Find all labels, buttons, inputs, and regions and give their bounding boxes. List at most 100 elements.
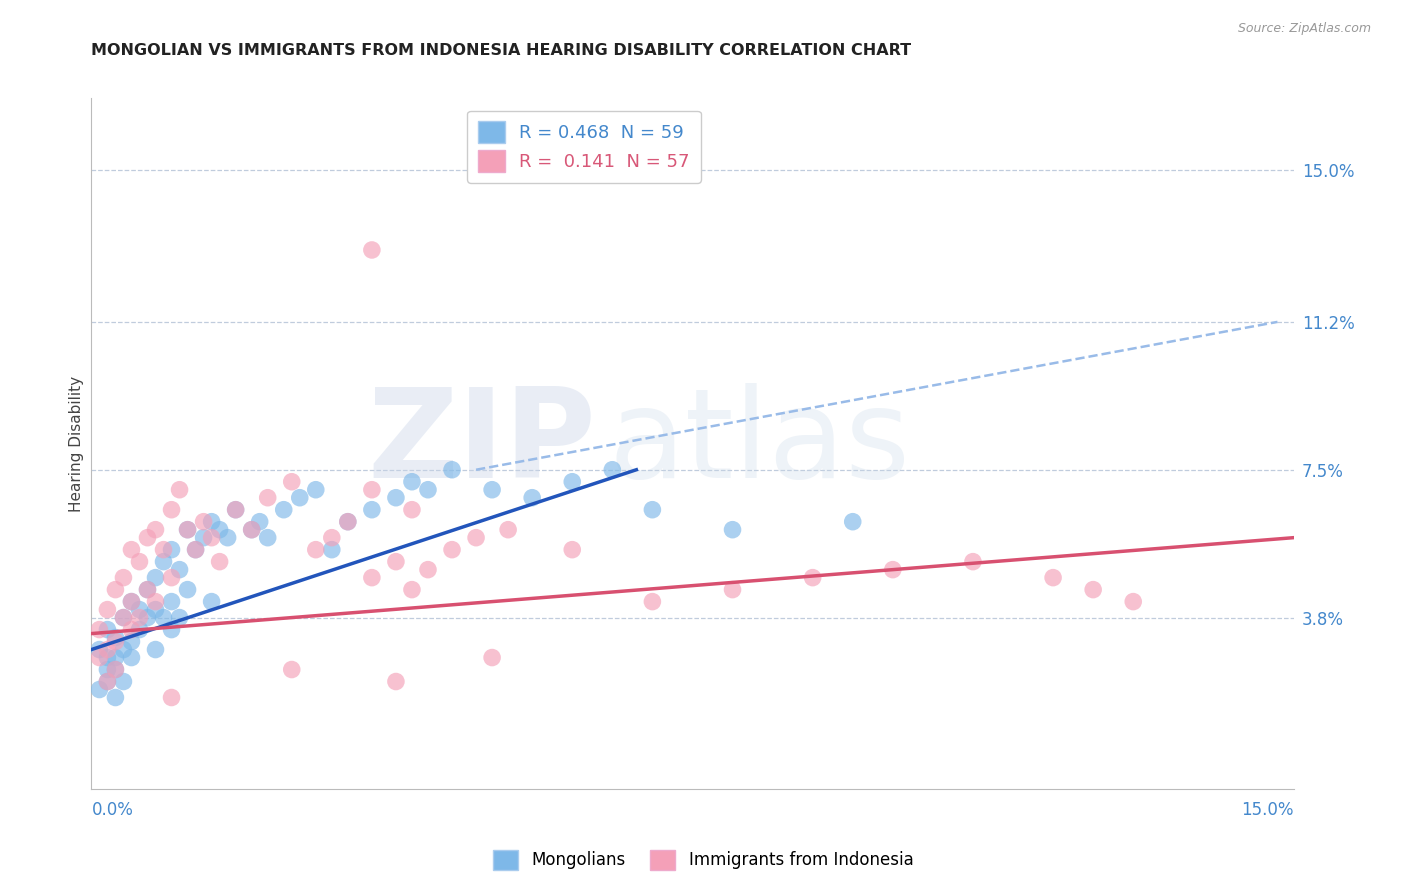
Point [561,475,583,489]
Point [89,642,111,657]
Point [882,563,904,577]
Point [104,663,127,677]
Point [321,531,343,545]
Point [136,582,159,597]
Point [160,502,183,516]
Point [96,602,118,616]
Point [176,582,198,597]
Point [385,555,408,569]
Point [416,483,439,497]
Point [193,515,215,529]
Point [1122,594,1144,608]
Point [96,674,118,689]
Point [801,571,824,585]
Point [169,610,191,624]
Point [240,523,263,537]
Point [145,594,167,608]
Point [240,523,263,537]
Point [641,594,664,608]
Point [305,542,328,557]
Point [385,491,408,505]
Point [440,463,463,477]
Point [176,523,198,537]
Point [160,623,183,637]
Point [208,523,231,537]
Point [360,483,382,497]
Point [336,515,359,529]
Point [128,602,150,616]
Point [160,690,183,705]
Point [401,502,423,516]
Point [360,571,382,585]
Text: 15.0%: 15.0% [1241,801,1294,819]
Point [273,502,295,516]
Point [96,642,118,657]
Point [184,542,207,557]
Point [169,483,191,497]
Point [522,491,544,505]
Point [112,610,135,624]
Point [96,663,118,677]
Point [440,542,463,557]
Point [1083,582,1105,597]
Point [481,650,503,665]
Point [481,483,503,497]
Point [256,491,278,505]
Point [321,542,343,557]
Point [121,594,143,608]
Point [496,523,519,537]
Point [249,515,271,529]
Point [184,542,207,557]
Point [121,634,143,648]
Point [602,463,624,477]
Point [360,502,382,516]
Point [128,555,150,569]
Point [96,674,118,689]
Point [89,623,111,637]
Point [112,571,135,585]
Point [336,515,359,529]
Point [145,642,167,657]
Point [121,650,143,665]
Point [208,555,231,569]
Point [169,563,191,577]
Point [104,663,127,677]
Text: MONGOLIAN VS IMMIGRANTS FROM INDONESIA HEARING DISABILITY CORRELATION CHART: MONGOLIAN VS IMMIGRANTS FROM INDONESIA H… [91,43,911,58]
Point [201,515,224,529]
Point [176,523,198,537]
Point [201,531,224,545]
Point [160,542,183,557]
Point [128,610,150,624]
Point [152,610,174,624]
Text: 0.0%: 0.0% [91,801,134,819]
Point [401,582,423,597]
Point [152,542,174,557]
Point [112,642,135,657]
Point [121,542,143,557]
Point [288,491,311,505]
Point [201,594,224,608]
Point [89,650,111,665]
Point [721,523,744,537]
Point [121,623,143,637]
Point [721,582,744,597]
Point [385,674,408,689]
Point [465,531,488,545]
Point [217,531,239,545]
Text: Source: ZipAtlas.com: Source: ZipAtlas.com [1237,22,1371,36]
Y-axis label: Hearing Disability: Hearing Disability [69,376,84,512]
Point [841,515,863,529]
Point [416,563,439,577]
Point [160,571,183,585]
Point [104,650,127,665]
Point [225,502,247,516]
Point [305,483,328,497]
Text: ZIP: ZIP [367,384,596,504]
Point [112,674,135,689]
Point [136,582,159,597]
Legend: R = 0.468  N = 59, R =  0.141  N = 57: R = 0.468 N = 59, R = 0.141 N = 57 [467,111,700,183]
Point [145,523,167,537]
Point [145,602,167,616]
Point [225,502,247,516]
Point [561,542,583,557]
